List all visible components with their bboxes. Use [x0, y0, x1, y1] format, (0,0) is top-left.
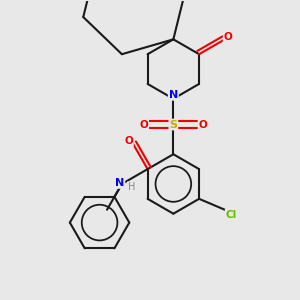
Text: O: O [140, 119, 148, 130]
Text: S: S [169, 119, 177, 130]
Text: O: O [199, 119, 207, 130]
Text: Cl: Cl [226, 210, 237, 220]
Text: O: O [224, 32, 232, 42]
Text: O: O [124, 136, 133, 146]
Text: N: N [115, 178, 124, 188]
Text: N: N [169, 90, 178, 100]
Text: H: H [128, 182, 135, 192]
